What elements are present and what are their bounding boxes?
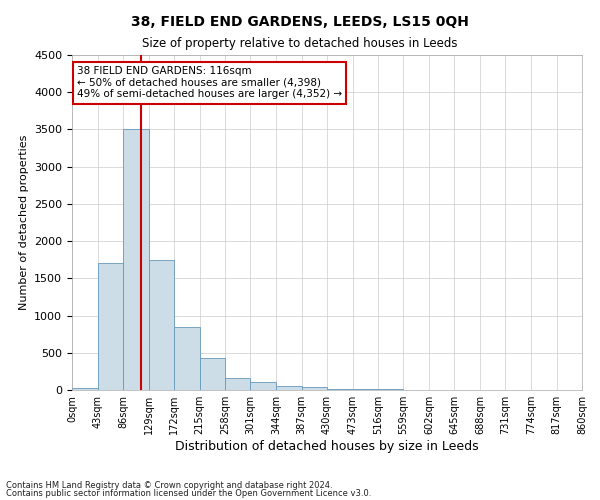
Text: Contains HM Land Registry data © Crown copyright and database right 2024.: Contains HM Land Registry data © Crown c… bbox=[6, 480, 332, 490]
Text: Contains public sector information licensed under the Open Government Licence v3: Contains public sector information licen… bbox=[6, 489, 371, 498]
Bar bbox=[302, 388, 327, 390]
Bar bbox=[174, 326, 199, 390]
Text: 38 FIELD END GARDENS: 116sqm
← 50% of detached houses are smaller (4,398)
49% of: 38 FIELD END GARDENS: 116sqm ← 50% of de… bbox=[77, 66, 342, 100]
Bar bbox=[97, 264, 123, 390]
Y-axis label: Number of detached properties: Number of detached properties bbox=[19, 135, 29, 310]
X-axis label: Distribution of detached houses by size in Leeds: Distribution of detached houses by size … bbox=[175, 440, 479, 453]
Bar bbox=[225, 378, 251, 390]
Bar bbox=[123, 130, 149, 390]
Bar bbox=[72, 388, 97, 390]
Bar bbox=[149, 260, 174, 390]
Bar bbox=[199, 358, 225, 390]
Bar bbox=[353, 389, 378, 390]
Bar bbox=[251, 382, 276, 390]
Bar bbox=[327, 388, 353, 390]
Text: 38, FIELD END GARDENS, LEEDS, LS15 0QH: 38, FIELD END GARDENS, LEEDS, LS15 0QH bbox=[131, 15, 469, 29]
Bar bbox=[276, 386, 302, 390]
Text: Size of property relative to detached houses in Leeds: Size of property relative to detached ho… bbox=[142, 38, 458, 51]
